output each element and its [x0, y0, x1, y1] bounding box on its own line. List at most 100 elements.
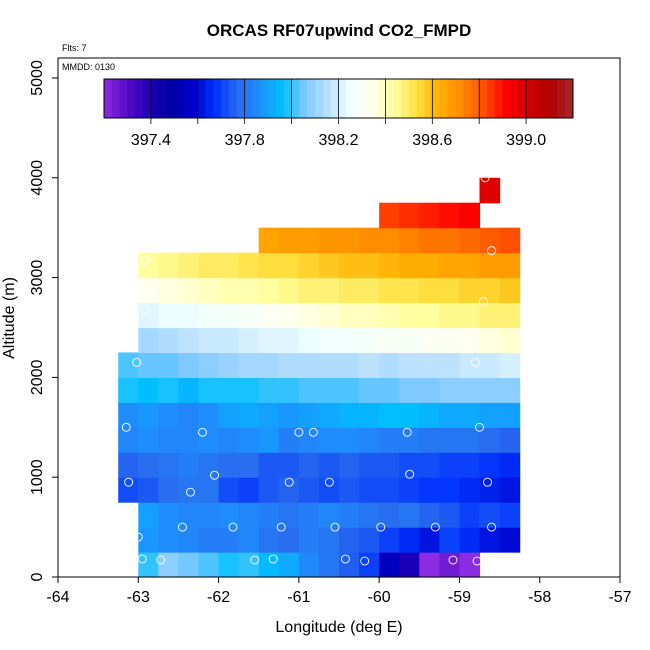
sample-points [121, 173, 496, 566]
heatmap-cell [379, 377, 400, 403]
heatmap-cell [399, 327, 420, 354]
sample-point [121, 422, 131, 432]
sample-point [308, 427, 318, 437]
colorbar-segment [275, 79, 285, 118]
heatmap-cell [258, 252, 280, 279]
sample-point [483, 477, 492, 487]
heatmap-cell [379, 252, 400, 279]
heatmap-cell [278, 502, 300, 528]
heatmap-cell [359, 352, 380, 378]
colorbar-segment [174, 79, 183, 118]
heatmap-cell [298, 227, 320, 254]
colorbar-segment [315, 79, 324, 118]
heatmap-cell [459, 252, 481, 279]
heatmap-cell [258, 352, 280, 378]
heatmap-cell [138, 502, 159, 528]
colorbar-segment [565, 79, 574, 118]
heatmap-cell [258, 477, 280, 503]
heatmap-cell [298, 402, 320, 428]
heatmap-cell [459, 427, 481, 453]
heatmap-cell [419, 477, 440, 503]
colorbar-segment [283, 79, 293, 118]
heatmap-cell [419, 427, 440, 453]
heatmap-cell [439, 427, 461, 453]
colorbar-segment [307, 79, 316, 118]
sample-point [475, 422, 484, 432]
colorbar-segment [127, 79, 136, 118]
heatmap-cell [178, 377, 200, 403]
heatmap-cell [479, 502, 501, 528]
colorbar-segment [330, 79, 339, 118]
heatmap-cell [399, 352, 420, 378]
heatmap-cell [399, 452, 420, 478]
heatmap-cell [238, 302, 260, 329]
heatmap-cell [479, 452, 501, 478]
heatmap-cell [399, 202, 420, 229]
heatmap-cell [339, 477, 360, 503]
heatmap-cell [218, 327, 240, 354]
heatmap-cell [359, 302, 380, 329]
heatmap-cell [278, 427, 300, 453]
heatmap-cell [238, 377, 260, 403]
heatmap-cell [339, 277, 360, 304]
sample-point [360, 556, 370, 566]
x-axis-label: Longitude (deg E) [275, 619, 402, 636]
y-tick-label: 1000 [29, 459, 46, 495]
heatmap-cell [118, 427, 139, 453]
heatmap-cell [278, 327, 300, 354]
colorbar-segment [291, 79, 300, 118]
colorbar-segment [252, 79, 261, 118]
heatmap-cell [158, 377, 180, 403]
heatmap-cell [298, 352, 320, 378]
heatmap-cell [118, 477, 139, 503]
heatmap-cell [198, 527, 220, 553]
heatmap-cell [379, 452, 400, 478]
heatmap-cell [459, 402, 481, 428]
heatmap-cell [318, 552, 340, 578]
heatmap-cell [379, 327, 400, 354]
colorbar-segment [377, 79, 386, 118]
heatmap-cell [138, 527, 159, 553]
heatmap-cell [198, 277, 220, 304]
sample-point [210, 470, 220, 480]
heatmap-cell [379, 402, 400, 428]
colorbar-segment [338, 79, 347, 118]
heatmap-cell [178, 477, 200, 503]
heatmap-cell [298, 452, 320, 478]
heatmap-cell [459, 202, 481, 229]
heatmap-cell [278, 302, 300, 329]
heatmap-cell [318, 452, 340, 478]
colorbar [103, 78, 574, 124]
colorbar-segment [494, 79, 504, 118]
colorbar-segment [221, 79, 230, 118]
colorbar-segment [299, 79, 308, 118]
heatmap-cell [218, 302, 240, 329]
heatmap-cell [499, 227, 521, 254]
sample-point [479, 297, 488, 306]
x-tick-label: -64 [46, 589, 69, 606]
colorbar-segment [135, 79, 144, 118]
sample-point [340, 554, 350, 564]
y-axis: 0 1000 2000 3000 4000 5000 [29, 60, 58, 581]
heatmap-cell [318, 527, 340, 553]
colorbar-segment [260, 79, 269, 118]
heatmap-cell [459, 277, 481, 304]
heatmap-cell [218, 377, 240, 403]
heatmap-cell [278, 527, 300, 553]
heatmap-cell [339, 402, 360, 428]
sample-point [124, 477, 134, 487]
heatmap-cell [359, 227, 380, 254]
heatmap-cell [218, 527, 240, 553]
heatmap-cell [298, 477, 320, 503]
heatmap-cell [379, 502, 400, 528]
heatmap-cell [439, 377, 461, 403]
heatmap-cell [499, 277, 521, 304]
y-tick-label: 5000 [29, 60, 46, 96]
colorbar-segment [518, 79, 527, 118]
heatmap-cell [258, 277, 280, 304]
sample-point [294, 427, 304, 437]
sample-point [228, 522, 238, 532]
sample-point [487, 246, 496, 256]
heatmap-cell [258, 327, 280, 354]
heatmap-cell [218, 252, 240, 279]
